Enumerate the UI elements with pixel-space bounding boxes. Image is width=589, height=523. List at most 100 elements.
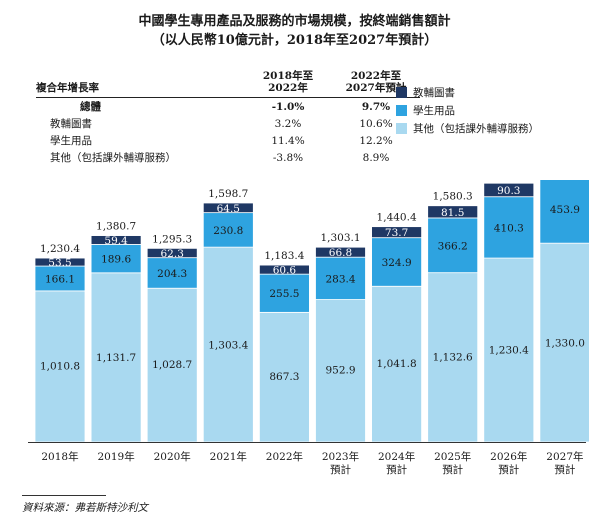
bar-segment: [202, 212, 254, 248]
cagr-row-value1: -1.0%: [271, 100, 305, 113]
bar-segment: [315, 299, 366, 443]
data-label: 255.5: [269, 288, 299, 300]
data-label: 1,131.7: [96, 352, 136, 364]
total-label: 1,183.4: [264, 250, 304, 262]
cagr-row: 學生用品 11.4% 12.2%: [36, 132, 420, 149]
total-label: 1,295.3: [152, 233, 192, 245]
data-label: 1,132.6: [433, 352, 473, 364]
x-tick-label: 2026年: [490, 450, 527, 463]
cagr-row: 其他（包括課外輔導服務） -3.8% 8.9%: [36, 149, 420, 166]
bar-segment: [146, 257, 198, 289]
cagr-row-value1: 3.2%: [274, 117, 302, 130]
bar-segment: [427, 217, 479, 274]
data-label: 230.8: [213, 225, 243, 237]
bar-segment: [483, 257, 535, 443]
data-label: 189.6: [101, 254, 131, 266]
x-tick-label: 預計: [330, 463, 351, 476]
stacked-bar-chart: 1,010.8 166.1 53.5 1,230.4 2018年 1,131.7 189.6…: [28, 180, 589, 476]
bar-segment: [483, 182, 535, 198]
cagr-row: 總體 -1.0% 9.7%: [36, 98, 420, 116]
cagr-header-period1-text: 2018年至 2022年: [262, 70, 314, 94]
bar-segment: [202, 202, 254, 214]
cagr-table: 複合年增長率 2018年至 2022年 2022年至 2027年預計 總體 -1.0…: [36, 66, 420, 166]
data-label: 204.3: [157, 268, 187, 280]
legend-label: 學生用品: [413, 104, 455, 117]
data-label: 952.9: [325, 365, 355, 377]
total-label: 1,440.4: [377, 212, 417, 224]
total-label: 1,380.7: [96, 221, 136, 233]
bar-segment: [371, 237, 423, 287]
cagr-row-label: 學生用品: [50, 135, 92, 147]
bar-segment: [539, 242, 589, 443]
data-label: 867.3: [269, 371, 299, 383]
cagr-row-value2: 9.7%: [361, 100, 391, 113]
bar-segment: [90, 235, 142, 245]
cagr-row-value1: -3.8%: [272, 151, 304, 164]
cagr-header-label: 複合年增長率: [36, 66, 244, 98]
cagr-row-value2: 10.6%: [359, 117, 393, 130]
data-label: 73.7: [385, 227, 408, 239]
total-label: 1,230.4: [40, 243, 80, 255]
source-rule: [22, 495, 106, 496]
cagr-header-period2-text: 2022年至 2027年預計: [345, 70, 407, 94]
x-tick-label: 預計: [554, 463, 575, 476]
data-label: 1,041.8: [377, 358, 417, 370]
cagr-row-value2: 12.2%: [359, 134, 393, 147]
chart-subtitle: （以人民幣10億元計，2018年至2027年預計）: [151, 33, 438, 48]
data-label: 1,330.0: [545, 338, 585, 350]
x-tick-label: 2025年: [434, 450, 471, 463]
data-label: 59.4: [104, 235, 128, 247]
legend-item: 教輔圖書: [396, 84, 539, 100]
x-tick-label: 預計: [442, 463, 463, 476]
cagr-row-label: 教輔圖書: [50, 118, 92, 130]
data-label: 66.8: [329, 247, 352, 259]
bar-segment: [427, 272, 479, 443]
data-label: 283.4: [325, 273, 355, 285]
x-tick-label: 預計: [386, 463, 407, 476]
legend-item: 其他（包括課外輔導服務）: [396, 120, 539, 136]
bar-segment: [315, 246, 366, 258]
data-label: 53.5: [48, 257, 71, 269]
total-label: 1,598.7: [208, 188, 248, 200]
cagr-row-value1: 11.4%: [271, 134, 305, 147]
cagr-row-value2: 8.9%: [362, 151, 390, 164]
cagr-header-row: 複合年增長率 2018年至 2022年 2022年至 2027年預計: [36, 66, 420, 98]
data-label: 1,028.7: [152, 359, 192, 371]
total-label: 1,303.1: [320, 232, 360, 244]
x-tick-label: 2027年: [546, 450, 583, 463]
x-tick-label: 預計: [498, 463, 519, 476]
bar-segment: [315, 256, 366, 300]
bar-segment: [427, 205, 479, 219]
legend-swatch: [396, 86, 407, 98]
x-tick-label: 2024年: [378, 450, 415, 463]
bar-segment: [34, 265, 86, 292]
bar-segment: [483, 196, 535, 259]
x-tick-label: 2019年: [97, 450, 134, 463]
data-label: 410.3: [494, 222, 524, 234]
bar-segment: [34, 257, 86, 267]
source-note: 資料來源：弗若斯特沙利文: [22, 502, 148, 514]
bar-segment: [258, 273, 310, 313]
data-label: 62.3: [161, 248, 184, 260]
bar-segment: [34, 290, 86, 443]
data-label: 166.1: [45, 273, 75, 285]
x-tick-label: 2018年: [41, 450, 78, 463]
cagr-row: 教輔圖書 3.2% 10.6%: [36, 115, 420, 132]
data-label: 324.9: [382, 257, 412, 269]
data-label: 1,230.4: [489, 345, 529, 357]
legend-swatch: [396, 104, 407, 116]
legend-swatch: [396, 122, 407, 134]
data-label: 366.2: [438, 240, 468, 252]
legend: 教輔圖書 學生用品 其他（包括課外輔導服務）: [396, 84, 539, 138]
data-label: 90.3: [497, 185, 520, 197]
legend-item: 學生用品: [396, 102, 539, 118]
bar-segment: [371, 226, 423, 239]
bar-segment: [258, 311, 310, 443]
data-label: 64.5: [217, 203, 240, 215]
total-label: 1,580.3: [433, 191, 473, 203]
data-label: 81.5: [441, 207, 464, 219]
x-tick-label: 2023年: [322, 450, 359, 463]
legend-label: 教輔圖書: [413, 86, 455, 99]
chart-title: 中國學生專用產品及服務的市場規模，按終端銷售額計: [138, 14, 451, 29]
x-tick-label: 2021年: [210, 450, 247, 463]
